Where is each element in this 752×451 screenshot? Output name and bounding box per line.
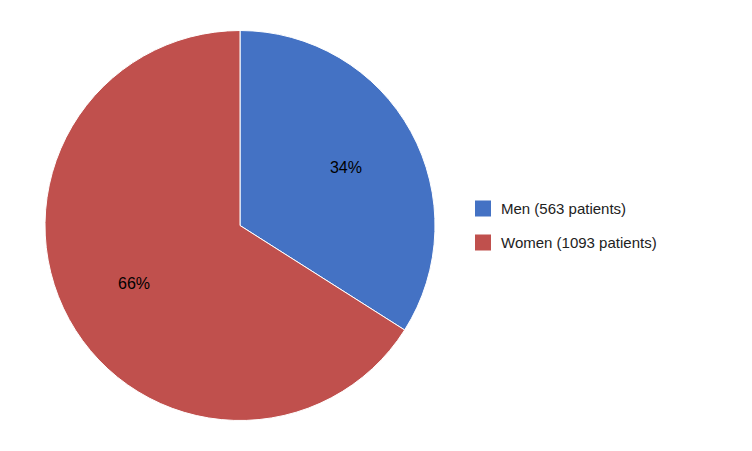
legend-swatch	[475, 201, 491, 217]
slices	[45, 31, 435, 421]
legend: Men (563 patients) Women (1093 patients)	[475, 200, 657, 251]
legend-label: Men (563 patients)	[501, 200, 626, 217]
slice-labels: 34% 66%	[118, 159, 362, 292]
slice-label: 34%	[330, 159, 362, 176]
chart-svg: 34% 66% Men (563 patients) Women (1093 pati…	[0, 0, 752, 451]
chart-container: 34% 66% Men (563 patients) Women (1093 pati…	[0, 0, 752, 451]
pie-slice	[45, 31, 405, 421]
slice-label: 66%	[118, 275, 150, 292]
legend-swatch	[475, 235, 491, 251]
legend-label: Women (1093 patients)	[501, 234, 657, 251]
